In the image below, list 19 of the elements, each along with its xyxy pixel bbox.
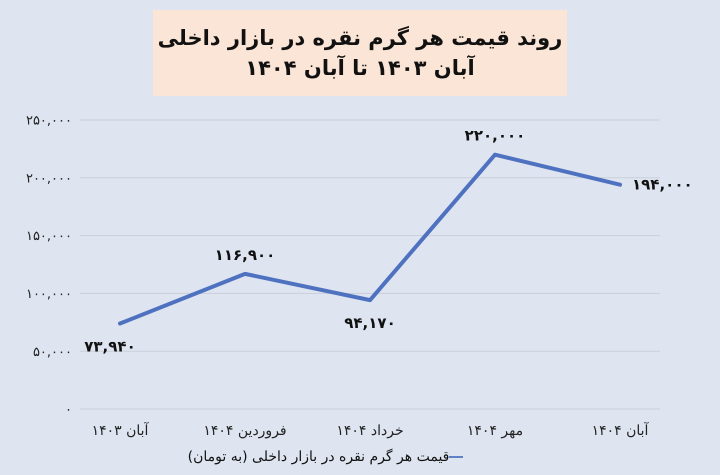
x-tick-label: آبان ۱۴۰۳ [92, 420, 150, 439]
x-tick-label: مهر ۱۴۰۴ [466, 422, 524, 439]
y-tick-label: ۲۵۰,۰۰۰ [26, 114, 72, 129]
data-label: ۲۲۰,۰۰۰ [464, 126, 526, 145]
data-label: ۱۱۶,۹۰۰ [214, 246, 276, 264]
chart-subtitle: آبان ۱۴۰۳ تا آبان ۱۴۰۴ [244, 56, 476, 80]
chart-title: روند قیمت هر گرم نقره در بازار داخلی [156, 26, 564, 50]
y-tick-label: ۰ [65, 402, 72, 418]
y-tick-label: ۱۰۰,۰۰۰ [26, 287, 72, 302]
y-tick-label: ۱۵۰,۰۰۰ [26, 229, 72, 244]
x-tick-label: خرداد ۱۴۰۴ [336, 422, 404, 439]
x-tick-label: فروردین ۱۴۰۴ [203, 422, 287, 439]
y-tick-label: ۲۰۰,۰۰۰ [26, 171, 72, 186]
data-label: ۹۴,۱۷۰ [344, 314, 396, 332]
legend-label: قیمت هر گرم نقره در بازار داخلی (به تومان) [188, 449, 450, 465]
x-tick-label: آبان ۱۴۰۴ [592, 420, 650, 439]
data-label: ۷۳,۹۴۰ [84, 338, 136, 356]
data-label: ۱۹۴,۰۰۰ [632, 176, 693, 194]
y-tick-label: ۵۰,۰۰۰ [32, 344, 72, 360]
